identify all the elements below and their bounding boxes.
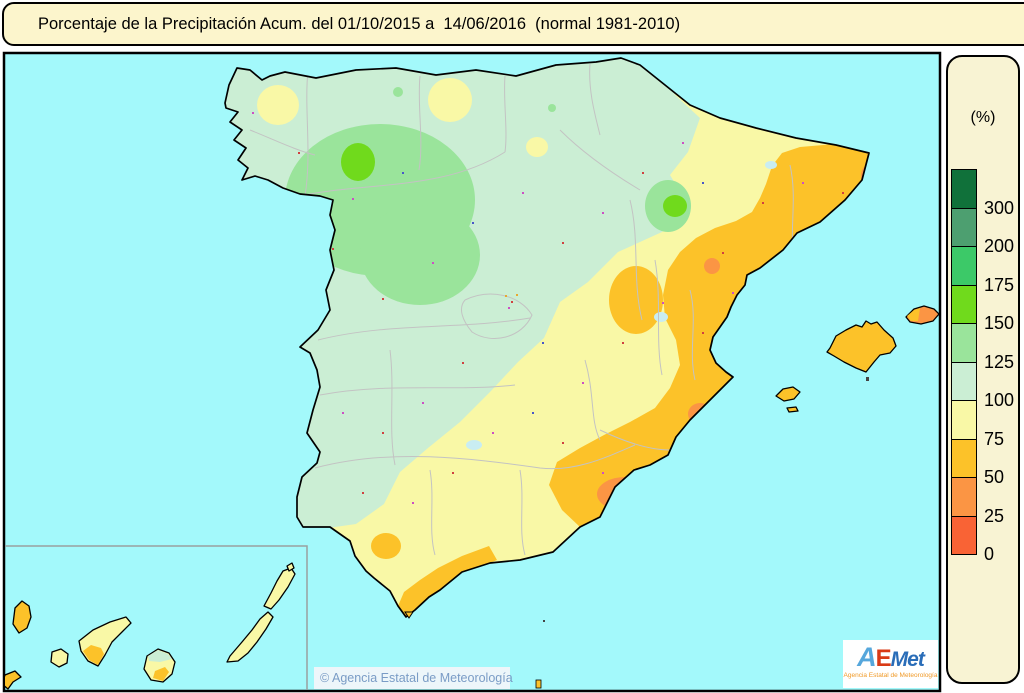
aemet-tagline: Agencia Estatal de Meteorología [843, 672, 938, 679]
legend-boundary-label: 200 [984, 236, 1015, 256]
legend-swatch-175 [951, 246, 977, 286]
legend-swatch-100 [951, 361, 977, 401]
balearic-islands [775, 305, 939, 413]
legend-unit-label: (%) [970, 109, 996, 126]
alboran-features [404, 611, 545, 689]
color-scale-legend: (%) 300 200 175 150 125 100 75 50 25 0 [946, 55, 1020, 684]
legend-boundary-label: 50 [984, 467, 1005, 487]
spain-landmass [225, 58, 869, 617]
legend-boundary-label: 0 [984, 544, 995, 564]
legend-swatch-300 [951, 169, 977, 209]
aemet-logo-letter-a: A [857, 642, 876, 672]
legend-boundary-label: 125 [984, 351, 1015, 372]
legend-boundary-label: 25 [984, 505, 1005, 526]
aemet-logo-letters-met: Met [890, 648, 925, 671]
map-title-bar: Porcentaje de la Precipitación Acum. del… [2, 2, 1024, 46]
aemet-wordmark: AEMet [843, 640, 938, 672]
legend-swatch-75 [951, 400, 977, 440]
legend-boundary-label: 300 [984, 197, 1015, 218]
legend-swatch-50 [951, 438, 977, 478]
map-title: Porcentaje de la Precipitación Acum. del… [38, 14, 681, 33]
canary-inset-border [5, 545, 308, 690]
legend-swatch-200 [951, 207, 977, 247]
legend-boundary-label: 175 [984, 274, 1015, 295]
province-boundaries [249, 63, 796, 556]
aemet-logo: AEMet Agencia Estatal de Meteorología [843, 640, 938, 688]
legend-boundary-label: 100 [984, 390, 1015, 410]
legend-swatch-0 [951, 515, 977, 555]
legend-swatch-125 [951, 323, 977, 363]
canary-islands [5, 562, 296, 690]
legend-boundary-label: 150 [984, 313, 1015, 333]
legend-boundary-label: 75 [984, 428, 1005, 449]
legend-swatch-25 [951, 477, 977, 517]
aemet-logo-letter-e: E [875, 645, 892, 672]
copyright-notice: © Agencia Estatal de Meteorología [314, 667, 513, 689]
legend-swatch-150 [951, 284, 977, 324]
